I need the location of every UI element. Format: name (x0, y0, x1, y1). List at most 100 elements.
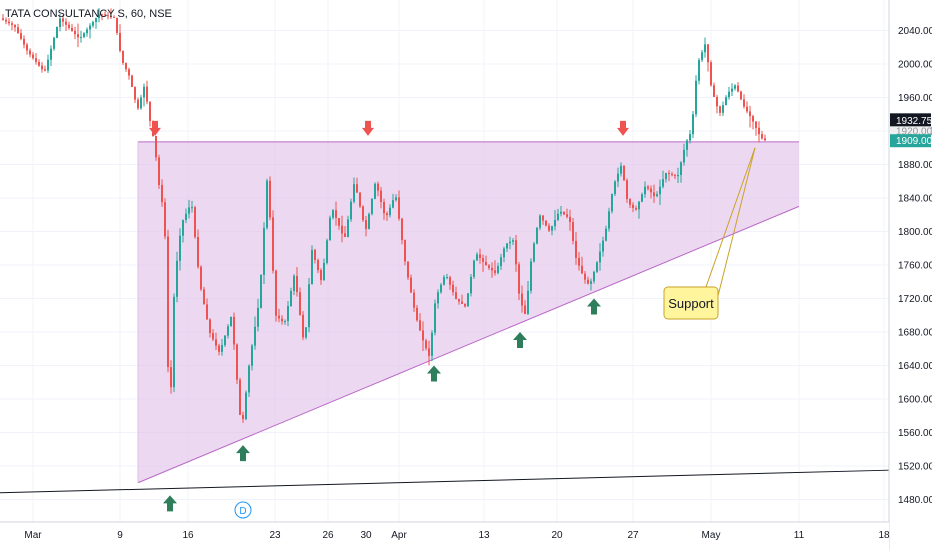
candle-body (335, 210, 337, 218)
candle-body (158, 157, 160, 186)
current-price-badge: 1909.00 (890, 134, 932, 148)
candle-body (65, 21, 67, 25)
candle-body (425, 340, 427, 349)
price-tick-label: 1560.00 (898, 428, 932, 439)
candle-body (689, 134, 691, 141)
candle-body (728, 91, 730, 98)
candle-body (599, 251, 601, 263)
candle-body (245, 392, 247, 420)
support-callout[interactable]: Support (663, 286, 719, 320)
candle-body (314, 249, 316, 260)
candle-body (476, 254, 478, 261)
candle-body (506, 243, 508, 249)
candle-body (458, 298, 460, 302)
candle-body (422, 330, 424, 341)
candle-body (227, 326, 229, 336)
candle-body (35, 58, 37, 62)
support-arrow-marker (236, 445, 250, 462)
candle-body (632, 204, 634, 208)
candle-body (446, 277, 448, 279)
support-trendline[interactable] (137, 205, 800, 484)
candle-body (713, 85, 715, 97)
dividend-marker-label: D (239, 506, 246, 517)
candle-body (698, 60, 700, 81)
candle-body (758, 127, 760, 135)
current-price-label: 1909.00 (896, 136, 932, 147)
candle-body (431, 332, 433, 356)
candle-body (503, 248, 505, 258)
candle-body (74, 31, 76, 35)
candle-body (239, 379, 241, 415)
candle-body (470, 276, 472, 294)
pattern-markers (149, 120, 629, 512)
candle-body (518, 264, 520, 294)
candle-body (401, 218, 403, 241)
candle-body (371, 198, 373, 214)
candle-body (473, 260, 475, 277)
candle-body (68, 24, 70, 28)
candle-body (2, 18, 4, 20)
long-term-trendline[interactable] (0, 469, 890, 494)
candle-body (194, 207, 196, 237)
candle-body (356, 184, 358, 193)
candle-body (584, 273, 586, 280)
price-tick-label: 1640.00 (898, 361, 932, 372)
candle-body (191, 207, 193, 209)
candle-body (734, 85, 736, 89)
candle-body (398, 197, 400, 219)
support-arrow-marker (163, 495, 177, 512)
candle-body (464, 303, 466, 307)
candle-body (107, 15, 109, 17)
hidden-price-badge: 1920.00 (890, 125, 932, 138)
candle-body (299, 292, 301, 315)
candle-body (290, 290, 292, 307)
candle-body (338, 217, 340, 226)
candle-body (161, 185, 163, 203)
candle-body (593, 271, 595, 282)
candle-body (434, 303, 436, 333)
candle-body (509, 241, 511, 244)
candle-body (659, 186, 661, 195)
candle-body (761, 134, 763, 139)
candle-body (272, 217, 274, 271)
candle-body (596, 262, 598, 272)
price-axis[interactable]: 1480.00 1520.00 1560.00 1600.00 1640.00 1680.… (888, 0, 932, 550)
candle-body (92, 21, 94, 26)
candle-body (410, 277, 412, 293)
candle-body (329, 217, 331, 241)
candle-body (32, 54, 34, 59)
candle-body (389, 207, 391, 216)
candle-body (620, 165, 622, 174)
dividend-marker[interactable]: D (234, 501, 252, 519)
price-tick-label: 2040.00 (898, 26, 932, 37)
candle-body (218, 345, 220, 352)
resistance-arrow-marker (617, 120, 629, 136)
ascending-triangle-zone (138, 141, 799, 483)
candle-body (617, 173, 619, 182)
candle-body (650, 188, 652, 193)
candle-body (29, 50, 31, 55)
candle-body (707, 44, 709, 63)
time-axis[interactable]: Mar 9 16 23 26 30 Apr 13 20 27 May 11 18 (0, 521, 890, 550)
candle-body (590, 281, 592, 284)
candle-body (692, 114, 694, 135)
candle-body (212, 333, 214, 340)
candle-body (284, 321, 286, 323)
last-close-badge: 1932.75 (890, 113, 932, 127)
candle-body (716, 96, 718, 107)
candle-body (101, 14, 103, 16)
candle-body (38, 61, 40, 66)
candle-body (302, 314, 304, 338)
candle-body (524, 305, 526, 314)
candle-body (407, 261, 409, 278)
support-callout-text: Support (668, 296, 714, 311)
candle-body (236, 344, 238, 380)
candle-body (47, 59, 49, 71)
candle-body (749, 111, 751, 117)
date-tick-label: Apr (391, 530, 407, 541)
candle-body (746, 106, 748, 112)
candle-body (80, 36, 82, 38)
resistance-arrow-marker (362, 120, 374, 136)
candle-body (743, 99, 745, 107)
